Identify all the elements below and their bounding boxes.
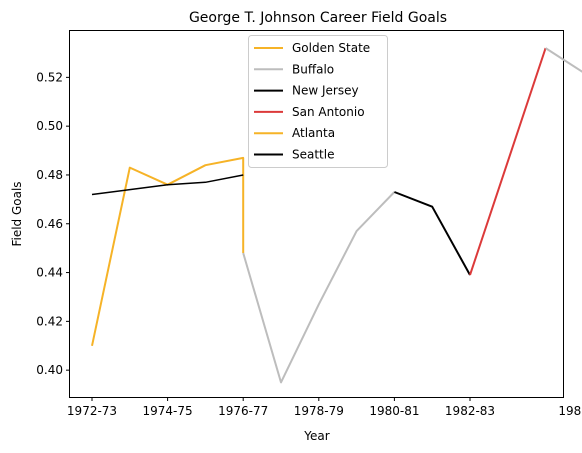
y-tick-label-1: 0.42 bbox=[36, 314, 63, 328]
x-tick-label-4: 1980-81 bbox=[369, 404, 419, 418]
x-tick-label-0: 1972-73 bbox=[67, 404, 117, 418]
series-line-1 bbox=[242, 191, 396, 384]
legend-label-3: San Antonio bbox=[292, 105, 365, 119]
y-tick-label-4: 0.48 bbox=[36, 168, 63, 182]
y-tick-label-6: 0.52 bbox=[36, 70, 63, 84]
legend-label-4: Atlanta bbox=[292, 126, 335, 140]
series-line-0 bbox=[91, 156, 245, 347]
legend-label-1: Buffalo bbox=[292, 62, 334, 76]
series-layer bbox=[91, 47, 582, 384]
x-axis-label: Year bbox=[303, 429, 329, 443]
chart-title: George T. Johnson Career Field Goals bbox=[189, 10, 447, 26]
y-tick-label-3: 0.46 bbox=[36, 217, 63, 231]
x-tick-label-1: 1974-75 bbox=[143, 404, 193, 418]
legend-label-2: New Jersey bbox=[292, 84, 359, 98]
y-axis-ticks: 0.40 0.42 0.44 0.46 0.48 0.50 0.52 bbox=[36, 70, 70, 377]
legend: Golden State Buffalo New Jersey San Antonio… bbox=[248, 35, 388, 168]
y-tick-label-2: 0.44 bbox=[36, 266, 63, 280]
y-tick-label-5: 0.50 bbox=[36, 119, 63, 133]
y-tick-label-0: 0.40 bbox=[36, 363, 63, 377]
legend-label-0: Golden State bbox=[292, 41, 370, 55]
x-axis-ticks: 1972-73 1974-75 1976-77 1978-79 1980-81 1982-… bbox=[67, 397, 582, 418]
x-tick-label-6: 1985-86 bbox=[558, 404, 582, 418]
series-line-6 bbox=[545, 47, 582, 73]
x-tick-label-2: 1976-77 bbox=[218, 404, 268, 418]
legend-box bbox=[248, 35, 388, 168]
series-line-3 bbox=[469, 47, 547, 276]
x-tick-label-5: 1982-83 bbox=[445, 404, 495, 418]
plot-area bbox=[69, 30, 564, 398]
x-tick-label-3: 1978-79 bbox=[294, 404, 344, 418]
series-line-2 bbox=[394, 191, 471, 276]
legend-label-5: Seattle bbox=[292, 148, 334, 162]
y-axis-label: Field Goals bbox=[10, 181, 24, 246]
series-line-5 bbox=[91, 174, 244, 196]
